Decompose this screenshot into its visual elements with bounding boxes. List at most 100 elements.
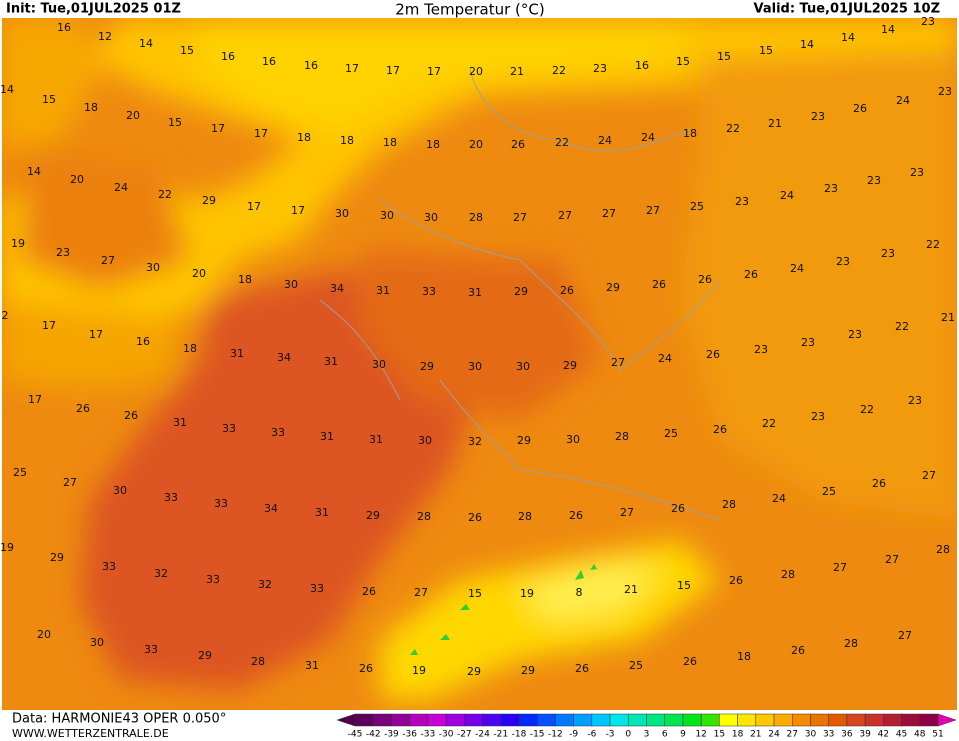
temperature-label: 18	[383, 136, 397, 149]
temperature-label: 17	[427, 65, 441, 78]
temperature-label: 24	[772, 492, 786, 505]
temperature-label: 17	[386, 64, 400, 77]
colorbar-swatch	[464, 713, 483, 727]
temperature-label: 23	[593, 62, 607, 75]
temperature-label: 22	[860, 403, 874, 416]
temperature-label: 26	[729, 574, 743, 587]
temperature-label: 24	[598, 134, 612, 147]
temperature-label: 32	[258, 578, 272, 591]
colorbar-swatch	[737, 713, 757, 727]
temperature-label: 25	[822, 485, 836, 498]
temperature-label: 29	[563, 359, 577, 372]
temperature-label: 26	[652, 278, 666, 291]
temperature-label: 17	[247, 200, 261, 213]
temperature-label: 26	[569, 509, 583, 522]
temperature-label: 18	[84, 101, 98, 114]
temperature-label: 14	[0, 83, 14, 96]
temperature-label: 30	[372, 358, 386, 371]
temperature-label: 23	[938, 85, 952, 98]
colorbar-swatch	[846, 713, 866, 727]
temperature-label: 18	[297, 131, 311, 144]
temperature-label: 30	[284, 278, 298, 291]
temperature-label: 23	[881, 247, 895, 260]
temperature-label: 16	[57, 21, 71, 34]
colorbar-swatch	[919, 713, 939, 727]
colorbar-tick-label: -27	[457, 730, 472, 740]
temperature-label: 20	[192, 267, 206, 280]
station-labels: 16 12 14 15 16 16 16 17 17 17 20 21 22 23 16 15 15 15 14 14…	[0, 15, 955, 678]
temperature-label: 19	[412, 664, 426, 677]
temperature-label: 23	[824, 182, 838, 195]
temperature-label: 23	[921, 15, 935, 28]
temperature-label: 14	[27, 165, 41, 178]
temperature-label: 30	[424, 211, 438, 224]
temperature-label: 26	[511, 138, 525, 151]
temperature-label: 15	[42, 93, 56, 106]
temperature-label: 15	[180, 44, 194, 57]
temperature-label: 8	[576, 586, 583, 599]
temperature-label: 24	[896, 94, 910, 107]
temperature-label: 28	[469, 211, 483, 224]
colorbar-swatch	[828, 713, 848, 727]
temperature-label: 33	[144, 643, 158, 656]
init-time: Init: Tue,01JUL2025 01Z	[6, 2, 181, 17]
valid-time: Valid: Tue,01JUL2025 10Z	[753, 2, 940, 17]
temperature-label: 21	[624, 583, 638, 596]
colorbar-tick-label: 12	[695, 730, 706, 740]
temperature-label: 18	[183, 342, 197, 355]
temperature-label: 21	[510, 65, 524, 78]
colorbar-swatch	[500, 713, 520, 727]
temperature-label: 22	[552, 64, 566, 77]
colorbar-tick-label: -36	[402, 730, 417, 740]
temperature-label: 29	[202, 194, 216, 207]
temperature-label: 26	[468, 511, 482, 524]
temperature-label: 14	[881, 23, 895, 36]
colorbar-tick-label: 24	[768, 730, 780, 740]
colorbar-tick-label: 48	[914, 730, 926, 740]
temperature-label: 31	[376, 284, 390, 297]
temperature-label: 22	[158, 188, 172, 201]
colorbar-tick-label: 45	[896, 730, 907, 740]
colorbar-swatch	[609, 713, 629, 727]
temperature-label: 18	[426, 138, 440, 151]
temperature-label: 17	[211, 122, 225, 135]
colorbar-swatch	[518, 713, 538, 727]
temperature-label: 23	[848, 328, 862, 341]
colorbar-swatch	[901, 713, 921, 727]
temperature-label: 34	[264, 502, 278, 515]
temperature-label: 29	[606, 281, 620, 294]
temperature-label: 17	[89, 328, 103, 341]
temperature-label: 29	[521, 664, 535, 677]
temperature-label: 30	[146, 261, 160, 274]
temperature-label: 27	[922, 469, 936, 482]
header-bar	[0, 0, 959, 18]
temperature-label: 26	[362, 585, 376, 598]
temperature-label: 20	[37, 628, 51, 641]
temperature-label: 16	[304, 59, 318, 72]
temperature-label: 22	[762, 417, 776, 430]
colorbar-tick-label: 42	[878, 730, 889, 740]
temperature-label: 21	[941, 311, 955, 324]
temperature-label: 20	[469, 138, 483, 151]
temperature-label: 26	[744, 268, 758, 281]
temperature-label: 23	[56, 246, 70, 259]
colorbar-tick-label: -9	[569, 730, 578, 740]
temperature-label: 2	[2, 309, 9, 322]
temperature-label: 15	[677, 579, 691, 592]
temperature-label: 27	[646, 204, 660, 217]
temperature-label: 18	[340, 134, 354, 147]
temperature-label: 30	[516, 360, 530, 373]
colorbar-tick-label: 21	[750, 730, 761, 740]
colorbar: -45 -42 -39 -36 -33 -30 -27 -24 -21 -18 -15 -12 -9 -6…	[336, 713, 957, 740]
temperature-label: 33	[271, 426, 285, 439]
temperature-label: 33	[164, 491, 178, 504]
temperature-label: 30	[335, 207, 349, 220]
temperature-label: 31	[468, 286, 482, 299]
colorbar-swatch	[664, 713, 684, 727]
temperature-label: 27	[101, 254, 115, 267]
temperature-label: 27	[558, 209, 572, 222]
colorbar-swatch	[810, 713, 829, 727]
temperature-label: 26	[671, 502, 685, 515]
colorbar-tick-label: 39	[859, 730, 871, 740]
